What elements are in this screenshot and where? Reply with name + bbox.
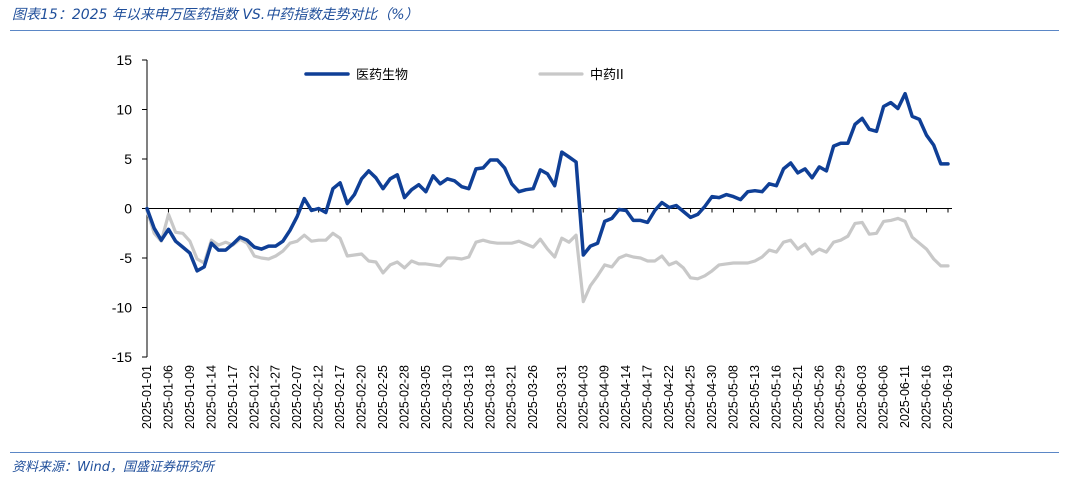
x-tick-label: 2025-06-16 <box>920 365 934 429</box>
legend-label: 医药生物 <box>356 68 408 83</box>
top-rule <box>10 30 1059 31</box>
y-tick-label: 5 <box>124 151 132 167</box>
x-tick-label: 2025-04-25 <box>684 365 698 429</box>
x-tick-label: 2025-05-29 <box>834 365 848 429</box>
x-tick-label: 2025-05-16 <box>769 365 783 429</box>
x-tick-label: 2025-06-19 <box>941 365 955 429</box>
x-tick-label: 2025-02-12 <box>312 365 326 429</box>
legend: 医药生物 中药II <box>304 68 624 83</box>
x-tick-label: 2025-01-01 <box>140 365 154 429</box>
y-tick-label: -10 <box>112 300 132 316</box>
x-tick-label: 2025-05-13 <box>748 365 762 429</box>
x-tick-label: 2025-02-25 <box>376 365 390 429</box>
x-tick-label: 2025-04-22 <box>662 365 676 429</box>
x-tick-label: 2025-04-03 <box>576 365 590 429</box>
series-layer <box>145 91 950 304</box>
x-tick-label: 2025-01-27 <box>269 365 283 429</box>
series-line-yiyao <box>145 91 950 273</box>
x-tick-label: 2025-01-14 <box>204 365 218 429</box>
x-tick-label: 2025-01-09 <box>183 365 197 429</box>
x-tick-label: 2025-04-30 <box>705 365 719 429</box>
x-tick-label: 2025-01-17 <box>226 365 240 429</box>
y-tick-label: 0 <box>124 201 132 217</box>
x-tick-label: 2025-04-14 <box>619 365 633 429</box>
y-tick-label: -15 <box>112 349 132 365</box>
x-tick-label: 2025-02-17 <box>333 365 347 429</box>
bottom-rule <box>10 452 1059 453</box>
x-tick-label: 2025-03-05 <box>419 365 433 429</box>
x-tick-label: 2025-03-10 <box>440 365 454 429</box>
x-tick-label: 2025-05-21 <box>791 365 805 429</box>
x-tick-label: 2025-01-22 <box>247 365 261 429</box>
series-line-zhongyao <box>145 208 950 304</box>
x-tick-label: 2025-06-06 <box>877 365 891 429</box>
x-tick-label: 2025-06-11 <box>898 365 912 428</box>
y-tick-label: -5 <box>120 250 133 266</box>
x-tick-label: 2025-03-21 <box>505 365 519 429</box>
x-tick-label: 2025-03-26 <box>526 365 540 429</box>
x-tick-label: 2025-04-09 <box>598 365 612 429</box>
x-tick-label: 2025-03-13 <box>462 365 476 429</box>
x-tick-label: 2025-02-07 <box>290 365 304 429</box>
legend-label: 中药II <box>590 68 624 83</box>
y-tick-label: 10 <box>116 102 132 118</box>
chart-title: 图表15：2025 年以来申万医药指数 VS.中药指数走势对比（%） <box>12 7 419 23</box>
x-tick-label: 2025-03-18 <box>483 365 497 429</box>
x-tick-label: 2025-03-31 <box>555 365 569 429</box>
x-tick-label: 2025-02-28 <box>397 365 411 429</box>
x-tick-label: 2025-05-08 <box>726 365 740 429</box>
axes: 15 10 5 0 -5 -10 -15 2025-01-01 2025-01-06 2025-0… <box>112 52 955 429</box>
y-tick-label: 15 <box>116 52 132 68</box>
source-note: 资料来源：Wind，国盛证券研究所 <box>12 460 214 475</box>
x-tick-label: 2025-05-26 <box>812 365 826 429</box>
x-tick-label: 2025-01-06 <box>161 365 175 429</box>
x-tick-label: 2025-06-03 <box>855 365 869 429</box>
x-tick-label: 2025-04-17 <box>641 365 655 429</box>
x-tick-label: 2025-02-20 <box>355 365 369 429</box>
